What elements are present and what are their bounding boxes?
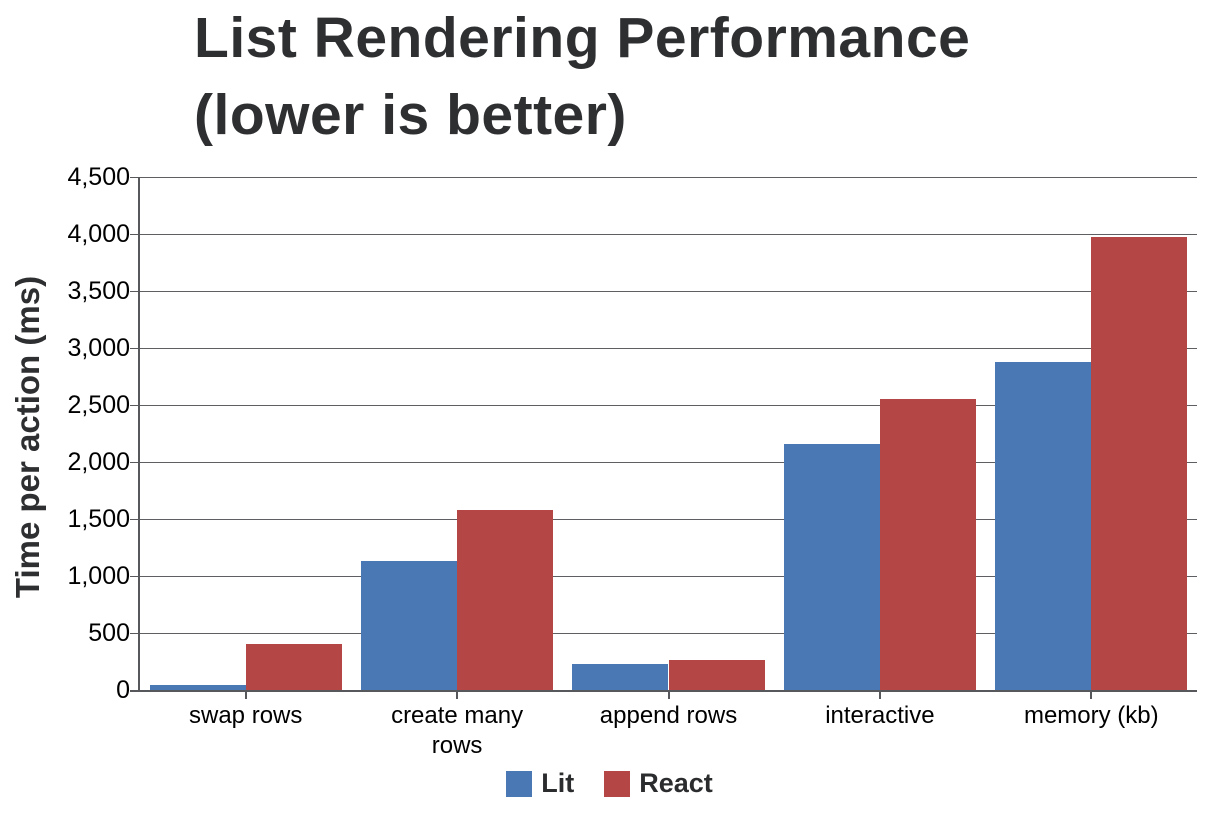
y-tick-mark xyxy=(130,233,139,235)
gridline xyxy=(140,575,1197,577)
chart-title-line-2: (lower is better) xyxy=(194,83,627,147)
x-category-label: interactive xyxy=(825,702,935,729)
x-category-label: append rows xyxy=(599,702,738,729)
x-category-label: create many rows xyxy=(391,702,524,759)
x-axis-line xyxy=(130,690,1197,692)
gridline xyxy=(140,632,1197,634)
gridline xyxy=(140,518,1197,520)
y-tick-label: 2,500 xyxy=(67,391,130,419)
legend-swatch-icon xyxy=(506,770,533,797)
y-tick-mark xyxy=(130,404,139,406)
gridline xyxy=(140,290,1197,292)
y-tick-label: 3,500 xyxy=(67,277,130,305)
legend-item-react: React xyxy=(604,768,713,799)
chart-title-line-1: List Rendering Performance xyxy=(194,6,971,70)
bar-react-create-many-rows xyxy=(457,509,554,690)
x-tick-mark xyxy=(456,692,459,699)
y-tick-mark xyxy=(130,347,139,349)
gridline xyxy=(140,404,1197,406)
x-category-label: swap rows xyxy=(189,702,303,729)
bar-lit-memory-kb- xyxy=(995,361,1092,690)
gridline xyxy=(140,176,1197,178)
x-category-label: memory (kb) xyxy=(1023,702,1159,729)
bar-lit-append-rows xyxy=(572,663,669,690)
legend-item-lit: Lit xyxy=(506,768,574,799)
bar-react-memory-kb- xyxy=(1091,236,1188,690)
bar-react-swap-rows xyxy=(245,643,342,690)
y-tick-label: 3,000 xyxy=(67,334,130,362)
y-tick-mark xyxy=(130,461,139,463)
x-tick-mark xyxy=(244,692,247,699)
y-tick-label: 0 xyxy=(116,676,130,704)
y-tick-label: 4,000 xyxy=(67,220,130,248)
legend-swatch-icon xyxy=(604,770,631,797)
y-tick-mark xyxy=(130,518,139,520)
gridline xyxy=(140,461,1197,463)
y-tick-mark xyxy=(130,575,139,577)
x-tick-mark xyxy=(878,692,881,699)
bar-react-interactive xyxy=(879,398,976,690)
plot-area xyxy=(130,176,1197,699)
x-tick-mark xyxy=(667,692,670,699)
bar-lit-swap-rows xyxy=(149,684,246,690)
y-tick-mark xyxy=(130,176,139,178)
y-tick-label: 500 xyxy=(88,619,130,647)
gridline xyxy=(140,233,1197,235)
y-axis-labels: 0 500 1,000 1,500 2,000 2,500 3,000 3,500 4,000 4… xyxy=(0,163,130,704)
legend-label: React xyxy=(639,768,713,798)
y-tick-mark xyxy=(130,632,139,634)
y-tick-label: 1,000 xyxy=(67,562,130,590)
bar-lit-create-many-rows xyxy=(361,560,458,690)
y-tick-label: 1,500 xyxy=(67,505,130,533)
legend: Lit React xyxy=(0,768,1219,799)
bar-lit-interactive xyxy=(783,443,880,690)
x-tick-mark xyxy=(1090,692,1093,699)
gridline xyxy=(140,347,1197,349)
chart-title: List Rendering Performance (lower is bet… xyxy=(194,0,970,154)
legend-label: Lit xyxy=(541,768,575,798)
y-tick-label: 4,500 xyxy=(67,163,130,191)
y-tick-mark xyxy=(130,290,139,292)
y-tick-label: 2,000 xyxy=(67,448,130,476)
bar-react-append-rows xyxy=(668,659,765,690)
y-axis-line xyxy=(138,177,140,690)
